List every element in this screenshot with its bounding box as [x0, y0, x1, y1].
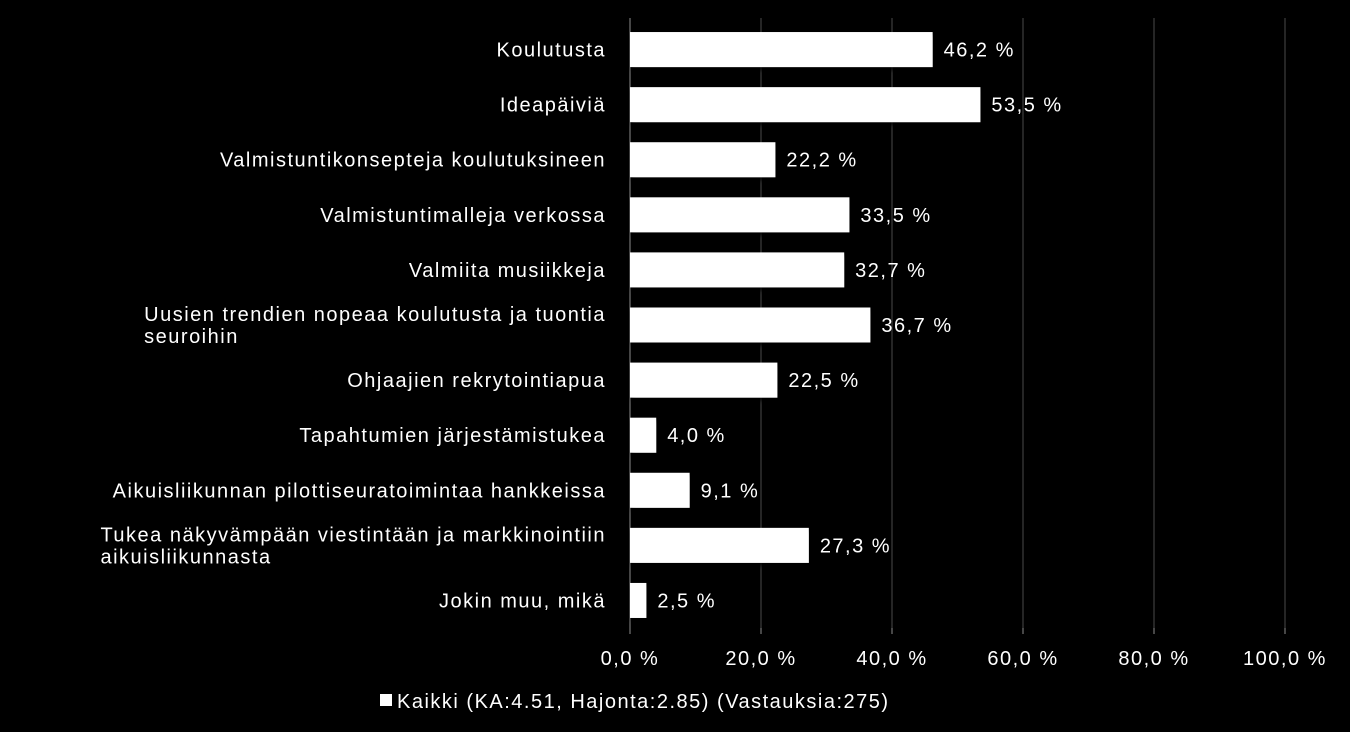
bar-value-label: 32,7 %	[855, 260, 926, 282]
bar-value-label: 46,2 %	[944, 40, 1015, 62]
bar-value-label: 36,7 %	[881, 315, 952, 337]
legend-swatch	[380, 694, 392, 706]
category-label: Jokin muu, mikä	[439, 590, 606, 612]
x-tick-label: 100,0 %	[1243, 648, 1327, 670]
bar	[630, 87, 981, 123]
bar-value-label: 22,2 %	[786, 150, 857, 172]
bar-value-label: 4,0 %	[667, 425, 726, 447]
category-label: Tapahtumien järjestämistukea	[299, 425, 606, 447]
x-tick-label: 0,0 %	[601, 648, 660, 670]
bar	[630, 307, 871, 343]
bar-value-label: 33,5 %	[860, 205, 931, 227]
x-tick-label: 20,0 %	[725, 648, 796, 670]
category-label-line: Uusien trendien nopeaa koulutusta ja tuo…	[144, 304, 606, 326]
bar	[630, 32, 933, 68]
legend: Kaikki (KA:4.51, Hajonta:2.85) (Vastauks…	[380, 691, 890, 713]
x-tick-label: 80,0 %	[1118, 648, 1189, 670]
bar-value-label: 53,5 %	[991, 95, 1062, 117]
category-label: Ideapäiviä	[500, 95, 606, 117]
x-tick-label: 60,0 %	[987, 648, 1058, 670]
category-label: Tukea näkyvämpään viestintään ja markkin…	[100, 524, 606, 568]
bar	[630, 417, 657, 453]
category-label: Valmistuntimalleja verkossa	[320, 205, 606, 227]
x-axis-tick-labels: 0,0 % 20,0 % 40,0 % 60,0 % 80,0 % 100,0 %	[601, 648, 1327, 670]
category-label: Aikuisliikunnan pilottiseuratoimintaa ha…	[113, 480, 606, 502]
bar	[630, 362, 778, 398]
category-label-line: seuroihin	[144, 326, 239, 348]
bar	[630, 472, 690, 508]
category-label: Uusien trendien nopeaa koulutusta ja tuo…	[144, 304, 606, 348]
category-label: Koulutusta	[496, 40, 606, 62]
bar	[630, 142, 776, 178]
bar-value-label: 22,5 %	[788, 370, 859, 392]
bar-value-label: 9,1 %	[701, 480, 760, 502]
category-label: Ohjaajien rekrytointiapua	[347, 370, 606, 392]
x-tick-label: 40,0 %	[856, 648, 927, 670]
category-label-line: Tukea näkyvämpään viestintään ja markkin…	[100, 524, 606, 546]
category-label: Valmistuntikonsepteja koulutuksineen	[220, 150, 606, 172]
bar-value-label: 2,5 %	[657, 590, 716, 612]
legend-label: Kaikki (KA:4.51, Hajonta:2.85) (Vastauks…	[397, 691, 890, 713]
bar	[630, 252, 845, 288]
bar	[630, 582, 647, 618]
category-label: Valmiita musiikkeja	[409, 260, 606, 282]
bars: 46,2 % 53,5 % 22,2 % 33,5 % 32,7 % 36,7 % 22,5…	[630, 32, 1062, 618]
bar-value-label: 27,3 %	[820, 535, 891, 557]
category-label-line: aikuisliikunnasta	[100, 546, 271, 568]
bar	[630, 197, 850, 233]
category-labels: Koulutusta Ideapäiviä Valmistuntikonseptej…	[100, 40, 606, 613]
bar	[630, 527, 809, 563]
